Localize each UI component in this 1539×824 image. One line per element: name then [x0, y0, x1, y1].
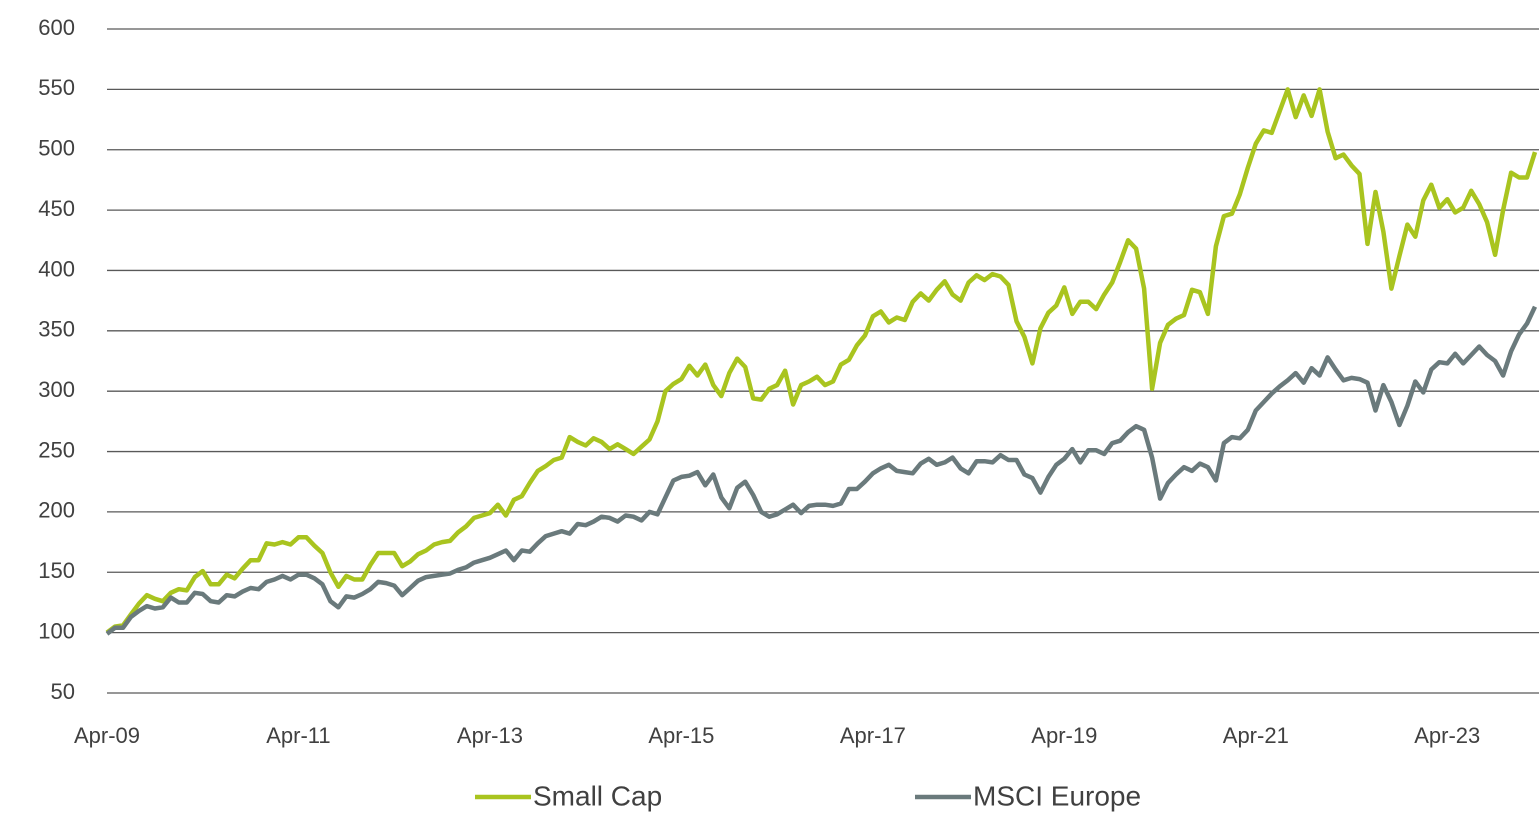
y-tick-label: 200 [38, 498, 75, 523]
x-tick-label: Apr-17 [840, 723, 906, 748]
x-tick-label: Apr-23 [1414, 723, 1480, 748]
y-tick-label: 500 [38, 136, 75, 161]
x-tick-label: Apr-15 [648, 723, 714, 748]
legend-label: MSCI Europe [973, 780, 1141, 811]
x-tick-label: Apr-19 [1031, 723, 1097, 748]
y-tick-label: 450 [38, 196, 75, 221]
y-tick-label: 600 [38, 15, 75, 40]
y-tick-label: 300 [38, 377, 75, 402]
y-tick-label: 350 [38, 317, 75, 342]
x-tick-label: Apr-09 [74, 723, 140, 748]
x-tick-label: Apr-21 [1223, 723, 1289, 748]
x-tick-label: Apr-11 [266, 723, 330, 748]
series-line [105, 87, 1538, 635]
series-line [105, 305, 1538, 636]
y-tick-label: 150 [38, 558, 75, 583]
y-tick-label: 550 [38, 75, 75, 100]
y-tick-label: 100 [38, 618, 75, 643]
y-tick-label: 50 [51, 679, 75, 704]
y-tick-label: 250 [38, 437, 75, 462]
y-tick-label: 400 [38, 256, 75, 281]
legend-label: Small Cap [533, 780, 662, 811]
x-tick-label: Apr-13 [457, 723, 523, 748]
